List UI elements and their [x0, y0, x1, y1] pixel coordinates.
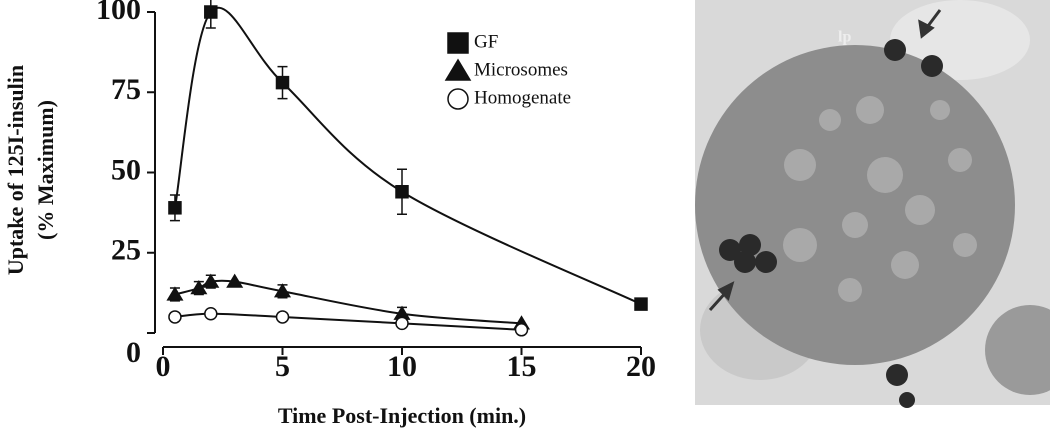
legend-label: GF: [474, 31, 498, 52]
y-tick-label: 25: [111, 234, 141, 267]
marker: [168, 201, 182, 215]
marker: [204, 306, 218, 321]
gold-particles: [719, 39, 943, 408]
x-tick-label: 0: [156, 350, 171, 383]
y-tick-label: 100: [96, 0, 141, 26]
marker: [634, 297, 648, 311]
vesicles: [783, 96, 977, 302]
marker: [202, 273, 220, 288]
marker: [275, 310, 290, 324]
y-tick-label: 75: [111, 73, 141, 106]
marker: [166, 286, 184, 301]
micrograph: lp: [695, 0, 1050, 408]
y-axis-label: Uptake of 125I-insulin: [3, 65, 28, 275]
marker: [395, 185, 409, 199]
x-tick-label: 5: [275, 350, 290, 383]
y-tick-label: 0: [126, 336, 141, 369]
marker: [275, 75, 290, 90]
marker: [204, 5, 218, 19]
marker: [273, 283, 292, 298]
marker: [447, 88, 469, 110]
marker: [395, 316, 409, 331]
legend-label: Microsomes: [474, 59, 568, 80]
x-tick-label: 15: [507, 350, 537, 383]
marker: [226, 273, 244, 288]
marker: [514, 323, 529, 337]
marker: [447, 32, 469, 54]
arrows: [708, 9, 942, 312]
series-line: [173, 6, 642, 306]
cell: [695, 45, 1015, 365]
series-line: [174, 312, 522, 331]
x-axis-label: Time Post-Injection (min.): [278, 403, 526, 428]
y-tick-label: 50: [111, 153, 141, 186]
x-tick-label: 20: [626, 350, 656, 383]
x-tick-label: 10: [387, 350, 417, 383]
marker: [190, 280, 208, 295]
marker: [444, 58, 472, 81]
micrograph-label: lp: [838, 29, 851, 46]
y-axis-label: (% Maximum): [33, 100, 58, 240]
legend-label: Homogenate: [474, 87, 571, 108]
cell: [985, 305, 1050, 395]
marker: [168, 310, 182, 324]
